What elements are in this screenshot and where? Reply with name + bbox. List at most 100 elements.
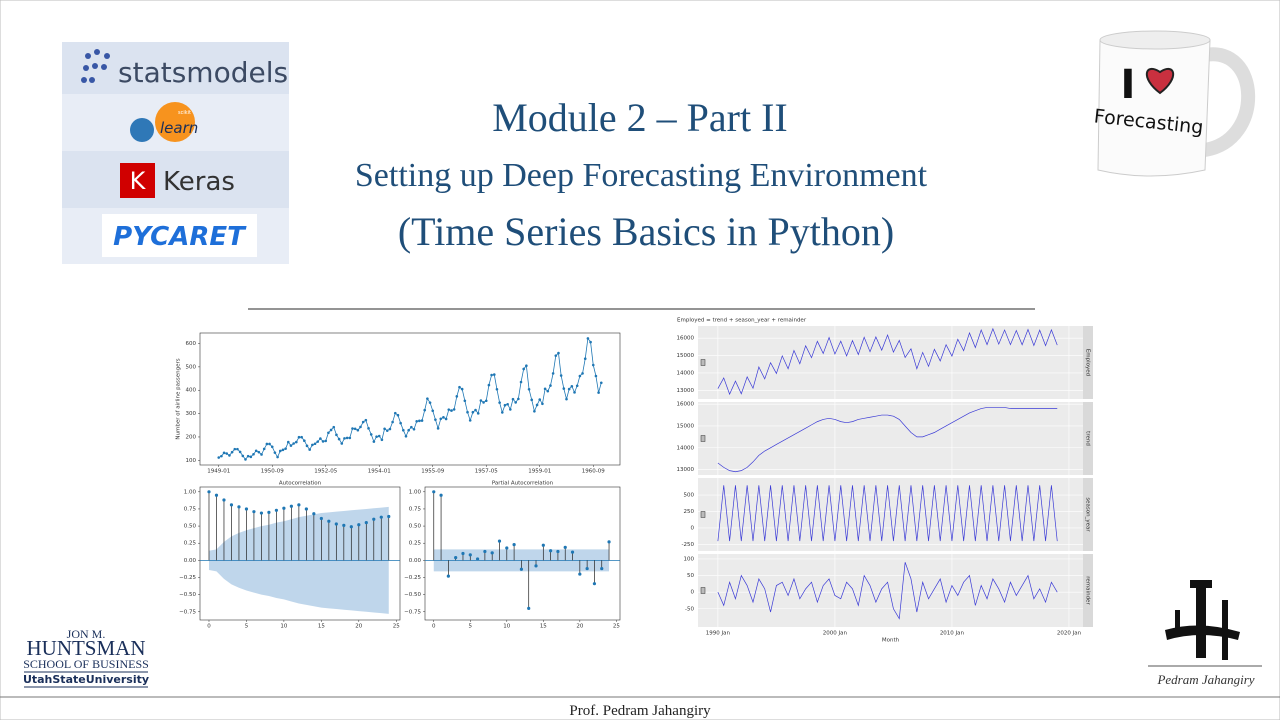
stem-marker	[387, 514, 391, 519]
data-point	[332, 425, 336, 429]
data-point	[444, 417, 448, 421]
data-point	[241, 454, 245, 458]
stem-marker	[327, 519, 331, 523]
data-point	[458, 385, 461, 389]
stem-marker	[282, 506, 286, 510]
data-point	[575, 384, 579, 388]
x-tick-label: 5	[245, 624, 249, 630]
stem-marker	[563, 545, 567, 549]
data-point	[495, 388, 499, 391]
school-text: JON M.	[67, 627, 106, 641]
data-point	[589, 340, 592, 344]
data-point	[565, 397, 568, 401]
data-point	[543, 387, 547, 391]
data-point	[257, 450, 261, 454]
data-point	[407, 428, 410, 432]
y-tick-label: 0.25	[184, 541, 197, 547]
data-point	[289, 444, 293, 447]
y-tick-label: 0.25	[409, 541, 422, 547]
data-point	[345, 436, 349, 440]
x-tick-label: 2010 Jan	[940, 631, 965, 637]
data-point	[369, 433, 373, 436]
x-tick-label: 1957-05	[475, 469, 498, 475]
stem-marker	[446, 574, 450, 578]
calligraphy	[1165, 580, 1240, 660]
data-point	[591, 363, 595, 367]
data-point	[412, 427, 416, 431]
slide-title: Module 2 – Part II	[492, 95, 788, 140]
data-point	[348, 436, 352, 440]
data-point	[479, 399, 483, 402]
sklearn-small: scikit	[178, 110, 191, 116]
data-point	[522, 367, 525, 371]
data-point	[583, 357, 587, 360]
data-point	[570, 384, 574, 388]
data-point	[353, 427, 357, 431]
mug-text: I	[1121, 62, 1136, 108]
stem-marker	[372, 517, 376, 521]
signature: Pedram Jahangiry	[1156, 672, 1254, 687]
x-tick-label: 2000 Jan	[823, 631, 848, 637]
data-point	[319, 437, 322, 440]
stem-marker	[364, 521, 368, 525]
data-line	[717, 562, 1058, 620]
x-tick-label: 25	[393, 624, 400, 630]
scale-bar	[700, 359, 706, 366]
y-tick-label: -50	[685, 606, 694, 612]
data-point	[300, 435, 303, 439]
stem-marker	[357, 523, 361, 527]
data-point	[228, 454, 231, 457]
y-tick-label: 100	[186, 458, 197, 464]
strip	[1083, 402, 1093, 475]
y-tick-label: 50	[687, 573, 694, 579]
data-point	[402, 428, 405, 432]
data-point	[361, 420, 365, 424]
stem-marker	[439, 493, 443, 497]
stem-marker	[297, 503, 301, 507]
data-point	[364, 418, 368, 422]
data-point	[340, 442, 344, 445]
y-tick-label: 600	[186, 341, 197, 347]
stem-marker	[585, 566, 589, 571]
data-point	[498, 401, 501, 404]
data-point	[554, 354, 558, 357]
y-tick-label: −0.25	[179, 575, 196, 581]
data-point	[383, 427, 386, 431]
stem-marker	[600, 566, 604, 571]
school-text: SCHOOL OF BUSINESS	[23, 657, 149, 671]
sklearn-blob	[130, 118, 154, 142]
stem-marker	[349, 525, 353, 529]
mug	[1097, 30, 1256, 177]
stem-marker	[274, 508, 279, 512]
data-point	[329, 428, 333, 432]
x-tick-label: 1960-09	[582, 469, 605, 475]
data-point	[549, 384, 552, 387]
data-point	[484, 399, 488, 403]
strip	[1083, 554, 1093, 627]
data-point	[265, 442, 269, 446]
data-point	[535, 403, 539, 407]
data-point	[476, 412, 480, 415]
strip	[1083, 478, 1093, 551]
data-point	[586, 337, 590, 340]
data-point	[297, 435, 301, 439]
panel-background	[698, 402, 1083, 475]
data-line	[717, 485, 1058, 542]
stem-marker	[342, 523, 346, 527]
stem-marker	[468, 553, 472, 557]
y-tick-label: 15000	[677, 353, 695, 359]
data-point	[286, 440, 290, 444]
plot-frame	[199, 332, 621, 466]
data-point	[262, 447, 266, 451]
stem-marker	[432, 490, 436, 494]
data-point	[581, 372, 584, 375]
data-point	[399, 421, 402, 425]
data-point	[533, 409, 536, 413]
data-point	[343, 437, 346, 440]
x-tick-label: 20	[576, 624, 583, 630]
data-point	[471, 410, 475, 414]
stem-marker	[527, 606, 531, 610]
data-point	[439, 417, 443, 421]
data-point	[514, 401, 517, 404]
